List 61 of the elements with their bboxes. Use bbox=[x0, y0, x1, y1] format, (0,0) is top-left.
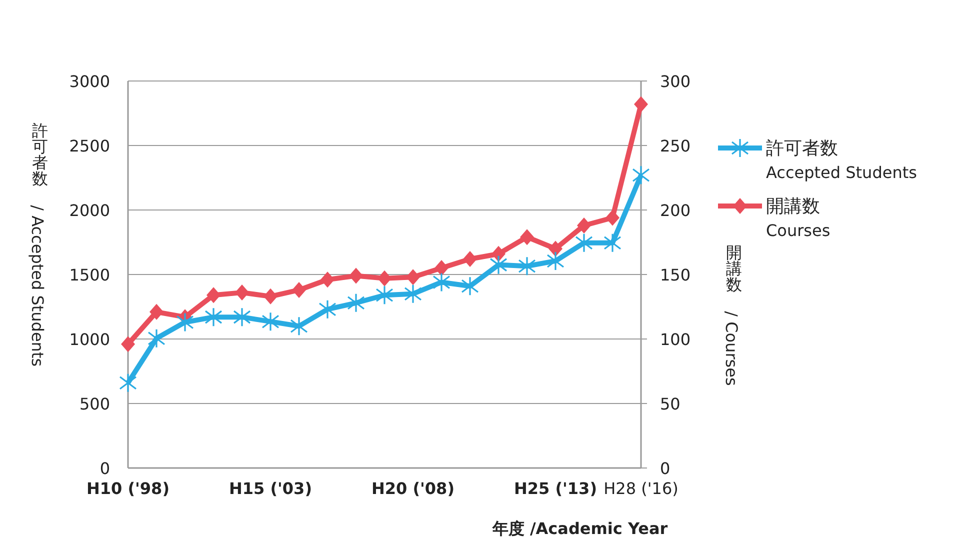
point bbox=[404, 284, 422, 304]
point bbox=[432, 272, 450, 292]
point bbox=[320, 272, 334, 288]
x-tick-label: H20 ('08) bbox=[371, 479, 455, 498]
point bbox=[233, 307, 251, 327]
point bbox=[520, 229, 534, 246]
point bbox=[318, 300, 336, 320]
point bbox=[632, 165, 650, 185]
point bbox=[292, 282, 306, 298]
point bbox=[264, 288, 278, 304]
point bbox=[518, 256, 536, 276]
legend-label: 開講数 Courses bbox=[766, 196, 830, 240]
point bbox=[206, 287, 220, 304]
y-tick-label: 2000 bbox=[69, 201, 110, 220]
point bbox=[577, 217, 591, 234]
point bbox=[463, 251, 477, 268]
point bbox=[490, 255, 508, 275]
point bbox=[492, 246, 506, 262]
x-tick-label: H28 ('16) bbox=[604, 479, 678, 498]
y2-tick-label: 250 bbox=[660, 136, 691, 156]
point bbox=[604, 233, 622, 253]
point bbox=[606, 210, 620, 226]
point bbox=[121, 336, 135, 352]
y-tick-label: 3000 bbox=[69, 72, 110, 91]
y2-tick-label: 100 bbox=[660, 330, 691, 349]
y-tick-label: 2500 bbox=[69, 136, 110, 156]
point bbox=[546, 251, 564, 271]
point bbox=[634, 96, 648, 112]
x-tick-label: H10 ('98) bbox=[86, 479, 170, 498]
x-tick-label: H15 ('03) bbox=[228, 479, 312, 498]
point bbox=[376, 285, 394, 305]
point bbox=[148, 328, 166, 348]
point bbox=[235, 284, 249, 301]
y2-tick-label: 300 bbox=[660, 72, 691, 91]
point bbox=[349, 268, 363, 284]
legend-label: 許可者数 Accepted Students bbox=[766, 138, 917, 182]
y2-tick-label: 200 bbox=[660, 201, 691, 220]
y2-tick-label: 50 bbox=[660, 394, 680, 414]
text: 許可者数 / Accepted Students bbox=[28, 121, 48, 367]
point bbox=[262, 312, 280, 332]
point bbox=[204, 307, 222, 327]
y-tick-label: 500 bbox=[79, 394, 110, 414]
y-tick-label: 0 bbox=[100, 459, 110, 478]
point bbox=[119, 373, 137, 393]
y2-tick-label: 150 bbox=[660, 266, 691, 284]
point bbox=[378, 270, 392, 286]
x-axis-title: 年度 /Academic Year bbox=[491, 519, 668, 538]
point bbox=[290, 316, 308, 336]
point bbox=[548, 240, 562, 257]
point bbox=[150, 304, 164, 320]
point bbox=[434, 260, 448, 276]
point bbox=[406, 269, 420, 286]
point bbox=[347, 293, 365, 313]
point bbox=[176, 312, 194, 332]
point bbox=[461, 276, 479, 296]
text: 開講数 / Courses bbox=[722, 243, 742, 386]
y-tick-label: 1000 bbox=[69, 330, 110, 349]
point bbox=[575, 233, 593, 253]
x-tick-label: H25 ('13) bbox=[514, 479, 598, 498]
y-tick-label: 1500 bbox=[69, 266, 110, 284]
y2-tick-label: 0 bbox=[660, 459, 670, 478]
